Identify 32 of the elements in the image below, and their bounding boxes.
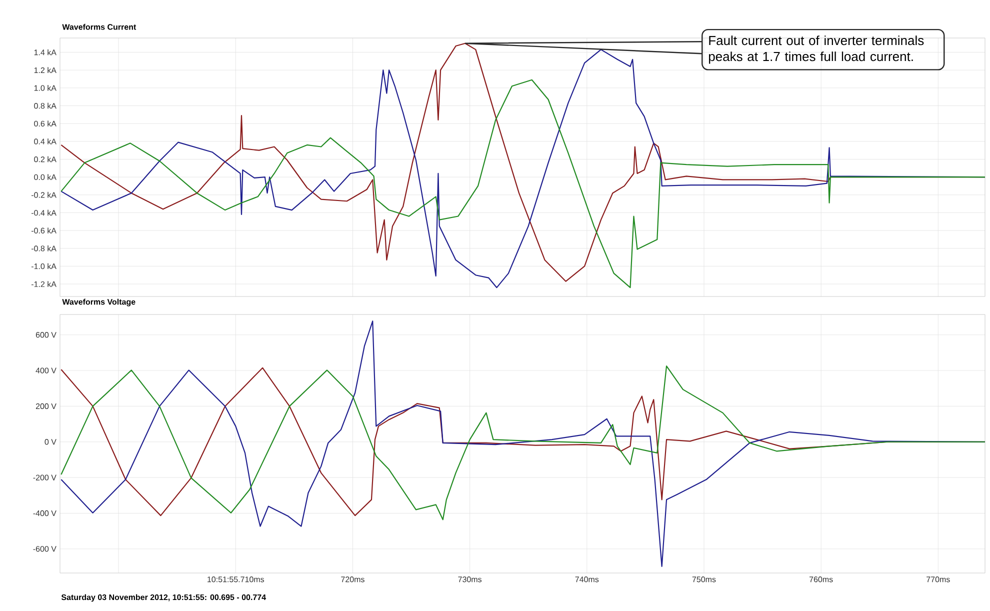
y-tick-label: 0.4 kA (34, 138, 56, 144)
y-tick-label: -0.2 kA (31, 192, 56, 198)
annotation: Fault current out of inverter terminals peaks at 1.7 times full load current. (708, 36, 924, 64)
y-tick-label: -0.6 kA (31, 228, 56, 234)
y-tick-label: 1.4 kA (34, 49, 56, 56)
y-tick-label: 0.8 kA (34, 102, 56, 109)
y-tick-label: 0 V (44, 439, 56, 445)
y-tick-label: 400 V (36, 368, 56, 374)
y-tick-label: -0.8 kA (31, 245, 56, 252)
y-tick-label: 1.0 kA (34, 84, 56, 91)
x-tick-label: 740ms (575, 576, 599, 582)
text: Saturday 03 November 2012, 10:51:55: 00.695 - 00.774 (61, 594, 266, 602)
x-tick-label: 760ms (809, 576, 833, 582)
chart-title: Waveforms Voltage (62, 298, 136, 306)
y-tick-label: -0.4 kA (31, 210, 56, 216)
y-tick-label: -600 V (33, 546, 56, 552)
y-tick-label: 0.2 kA (34, 156, 56, 162)
x-tick-label: 750ms (692, 576, 716, 582)
y-tick-label: 0.0 kA (34, 174, 56, 180)
x-tick-label: 730ms (458, 576, 482, 582)
x-tick-label: 10:51:55.710ms (208, 576, 264, 582)
y-tick-label: 200 V (36, 403, 56, 410)
x-tick-label: 720ms (341, 576, 364, 582)
x-tick-label: 770ms (926, 576, 950, 582)
y-tick-label: 1.2 kA (34, 67, 56, 73)
y-tick-label: -1.0 kA (31, 263, 56, 270)
y-tick-label: -1.2 kA (31, 281, 56, 287)
y-tick-label: -400 V (33, 510, 56, 516)
y-tick-label: -200 V (33, 474, 56, 480)
y-tick-label: 0.6 kA (34, 120, 56, 127)
chart-title: Waveforms Current (62, 24, 136, 30)
y-tick-label: 600 V (36, 332, 56, 338)
